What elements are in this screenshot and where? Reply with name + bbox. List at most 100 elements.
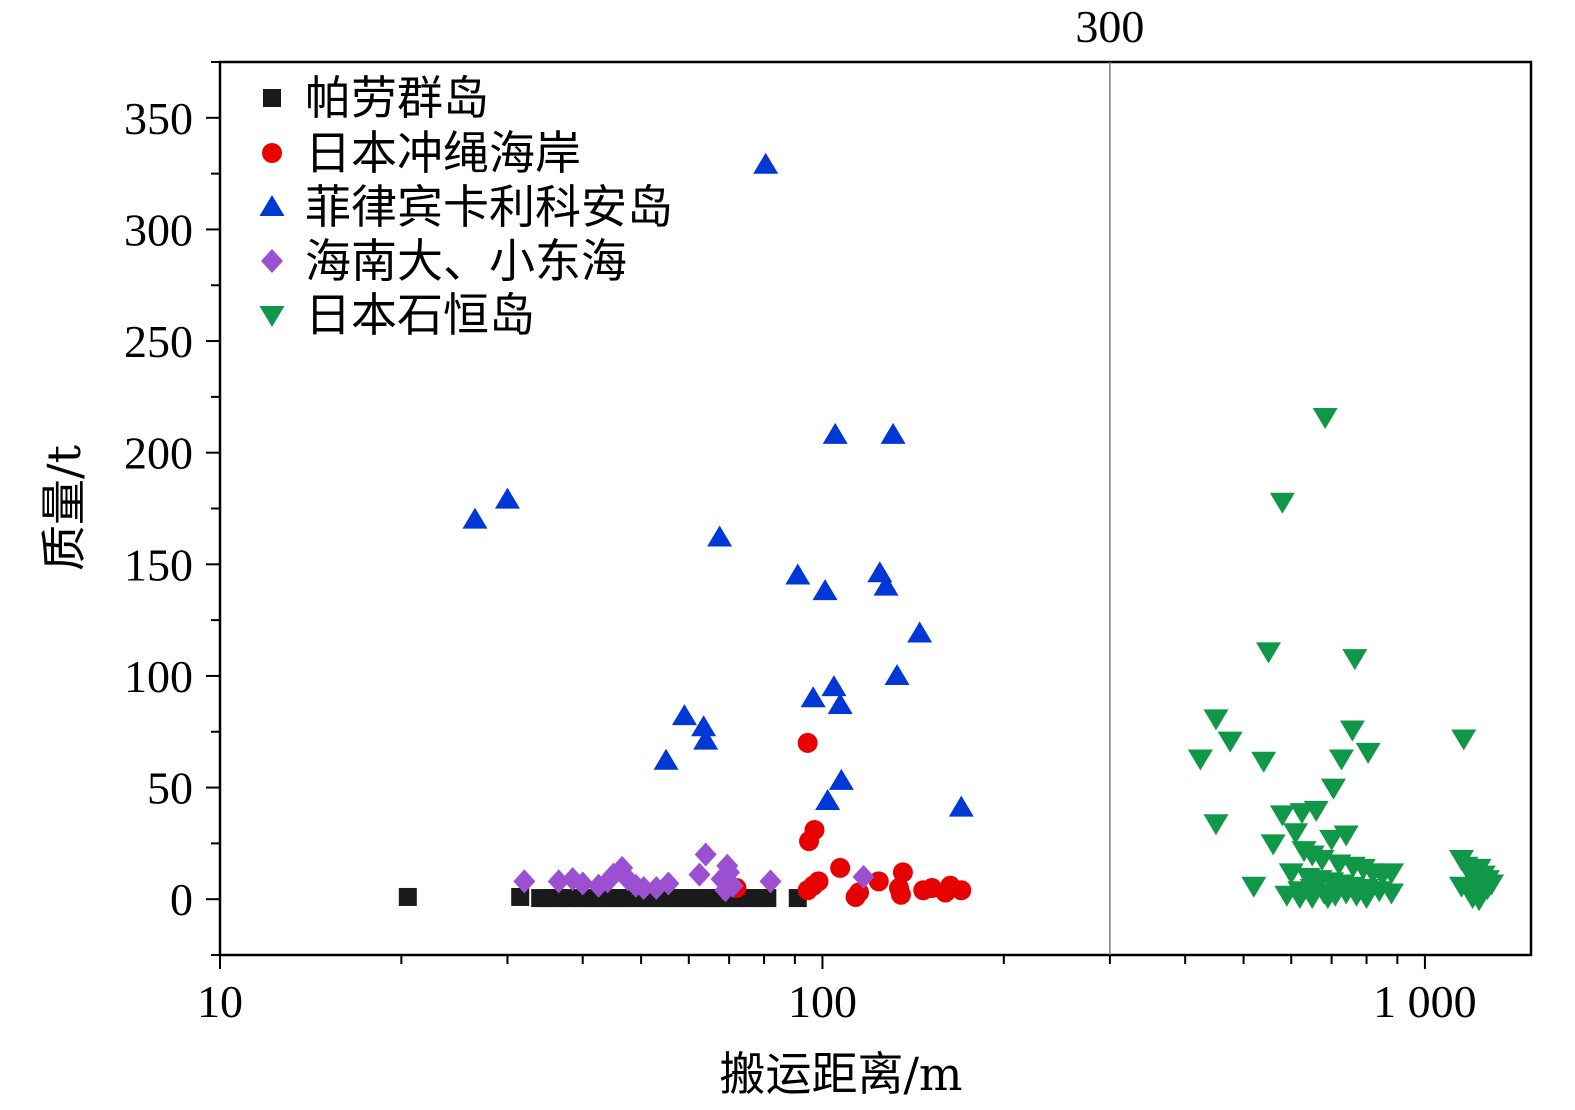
data-point <box>657 871 680 896</box>
legend-label: 日本冲绳海岸 <box>305 126 581 180</box>
data-point <box>822 422 848 444</box>
data-point <box>1260 834 1286 856</box>
series-3 <box>462 152 974 817</box>
data-point <box>571 871 594 896</box>
data-point <box>398 887 417 906</box>
legend-marker <box>259 195 285 216</box>
data-point <box>721 873 744 898</box>
data-point <box>873 574 899 596</box>
data-point <box>821 675 847 697</box>
data-point <box>804 819 825 840</box>
data-point <box>1354 887 1380 909</box>
data-point <box>1339 720 1365 742</box>
series-5 <box>1187 407 1505 912</box>
legend-item: 帕劳群岛 <box>263 71 489 125</box>
y-tick-label: 150 <box>124 539 193 590</box>
data-point <box>1269 492 1295 514</box>
legend-label: 海南大、小东海 <box>305 234 627 288</box>
data-point <box>671 704 697 726</box>
axes: 300 10 100 1 000 0 50 100 150 200 250 300 350 <box>124 1 1533 1027</box>
x-tick-label: 1 000 <box>1373 976 1477 1027</box>
data-point <box>1315 887 1341 909</box>
data-point <box>827 692 853 714</box>
data-point <box>1203 709 1229 731</box>
data-point <box>688 862 711 887</box>
data-point <box>1312 407 1338 429</box>
y-tick-label: 100 <box>124 651 193 702</box>
x-tick-label: 100 <box>788 976 857 1027</box>
data-point <box>694 842 717 867</box>
data-point <box>830 857 851 878</box>
reference-line-label: 300 <box>1075 1 1144 52</box>
series-1 <box>398 887 807 908</box>
data-point <box>951 880 972 901</box>
data-point <box>653 748 679 770</box>
data-point <box>880 422 906 444</box>
y-tick-label: 300 <box>124 204 193 255</box>
data-point <box>1241 876 1267 898</box>
data-point <box>1466 890 1492 912</box>
legend-label: 日本石恒岛 <box>305 288 535 342</box>
data-point <box>1333 825 1359 847</box>
y-tick-label: 200 <box>124 428 193 479</box>
legend-marker <box>263 89 281 107</box>
data-point <box>494 487 520 509</box>
data-point <box>1299 887 1325 909</box>
data-point <box>1303 800 1329 822</box>
data-point <box>753 152 779 174</box>
data-point <box>1187 749 1213 771</box>
legend-item: 菲律宾卡利科安岛 <box>259 180 673 234</box>
data-point <box>693 728 719 750</box>
data-point <box>1355 742 1381 764</box>
legend-marker <box>262 143 282 163</box>
legend-marker <box>259 306 285 327</box>
data-point <box>1319 829 1345 851</box>
data-point <box>800 686 826 708</box>
data-point <box>462 507 488 529</box>
legend-label: 帕劳群岛 <box>305 71 489 125</box>
data-point <box>1342 649 1368 671</box>
legend-item: 海南大、小东海 <box>261 234 627 288</box>
data-points <box>398 152 1505 912</box>
series-2 <box>726 732 972 907</box>
data-point <box>1328 749 1354 771</box>
legend-item: 日本冲绳海岸 <box>262 126 581 180</box>
data-point <box>632 876 655 901</box>
data-point <box>1269 805 1295 827</box>
data-point <box>1203 814 1229 836</box>
data-point <box>707 525 733 547</box>
data-point <box>1217 731 1243 753</box>
data-point <box>815 788 841 810</box>
y-tick-label: 50 <box>147 763 193 814</box>
data-point <box>1320 778 1346 800</box>
data-point <box>812 579 838 601</box>
data-point <box>1479 874 1505 896</box>
y-tick-label: 250 <box>124 316 193 367</box>
data-point <box>758 889 777 908</box>
legend-label: 菲律宾卡利科安岛 <box>305 180 673 234</box>
y-tick-label: 0 <box>170 874 193 925</box>
data-point <box>852 864 875 889</box>
data-point <box>759 869 782 894</box>
data-point <box>948 795 974 817</box>
series-4 <box>513 842 875 903</box>
data-point <box>907 621 933 643</box>
data-point <box>1251 751 1277 773</box>
legend-marker <box>261 249 283 273</box>
x-tick-label: 10 <box>197 976 243 1027</box>
data-point <box>797 732 818 753</box>
legend-item: 日本石恒岛 <box>259 288 535 342</box>
data-point <box>513 869 536 894</box>
data-point <box>1378 883 1404 905</box>
data-point <box>890 884 911 905</box>
data-point <box>691 715 717 737</box>
data-point <box>1378 863 1404 885</box>
data-point <box>884 663 910 685</box>
x-axis-title: 搬运距离/m <box>719 1047 962 1101</box>
data-point <box>828 768 854 790</box>
data-point <box>547 869 570 894</box>
y-tick-label: 350 <box>124 93 193 144</box>
data-point <box>808 871 829 892</box>
